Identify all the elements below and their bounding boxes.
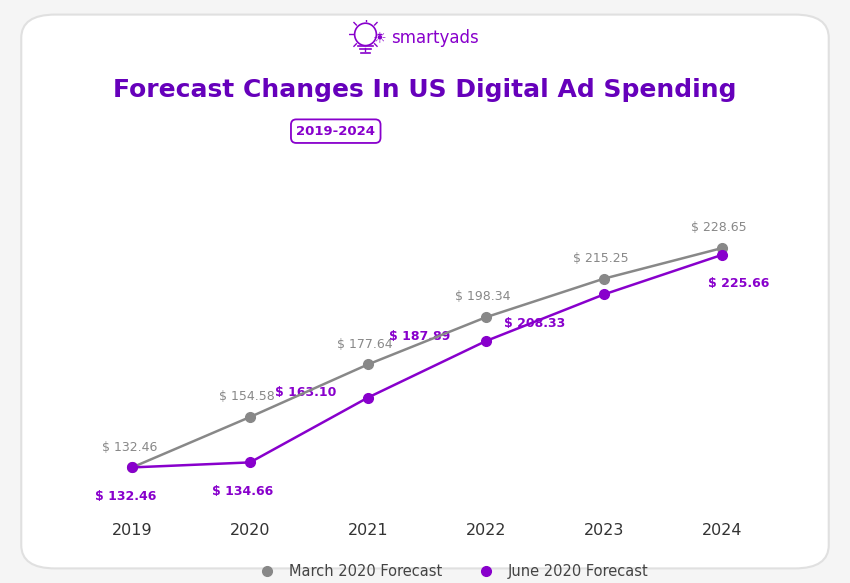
Text: $ 154.58: $ 154.58 [219, 390, 275, 403]
June 2020 Forecast [127, 464, 137, 471]
Text: ☀: ☀ [373, 30, 387, 45]
Legend: March 2020 Forecast, June 2020 Forecast: March 2020 Forecast, June 2020 Forecast [246, 558, 654, 583]
June 2020 Forecast [717, 251, 727, 258]
Text: $ 215.25: $ 215.25 [573, 252, 629, 265]
Text: $ 177.64: $ 177.64 [337, 338, 393, 350]
June 2020 Forecast [481, 338, 491, 345]
Text: $ 132.46: $ 132.46 [102, 441, 157, 454]
June 2020 Forecast [598, 291, 609, 298]
Text: $ 132.46: $ 132.46 [94, 490, 156, 503]
March 2020 Forecast [245, 413, 255, 420]
Text: $ 225.66: $ 225.66 [708, 277, 769, 290]
March 2020 Forecast [481, 314, 491, 321]
June 2020 Forecast [245, 459, 255, 466]
March 2020 Forecast [717, 245, 727, 252]
Line: June 2020 Forecast: June 2020 Forecast [128, 250, 727, 472]
Text: $ 187.89: $ 187.89 [388, 330, 450, 343]
March 2020 Forecast [127, 464, 137, 471]
Text: $ 134.66: $ 134.66 [212, 484, 274, 498]
Text: Forecast Changes In US Digital Ad Spending: Forecast Changes In US Digital Ad Spendi… [113, 78, 737, 103]
Line: March 2020 Forecast: March 2020 Forecast [128, 243, 727, 472]
Text: 2019-2024: 2019-2024 [297, 125, 375, 138]
Text: smartyads: smartyads [391, 29, 479, 47]
Text: $ 208.33: $ 208.33 [504, 317, 565, 330]
Text: $ 163.10: $ 163.10 [275, 387, 336, 399]
Text: $ 228.65: $ 228.65 [691, 222, 746, 234]
Text: $ 198.34: $ 198.34 [456, 290, 511, 303]
June 2020 Forecast [363, 394, 373, 401]
March 2020 Forecast [363, 361, 373, 368]
March 2020 Forecast [598, 275, 609, 282]
